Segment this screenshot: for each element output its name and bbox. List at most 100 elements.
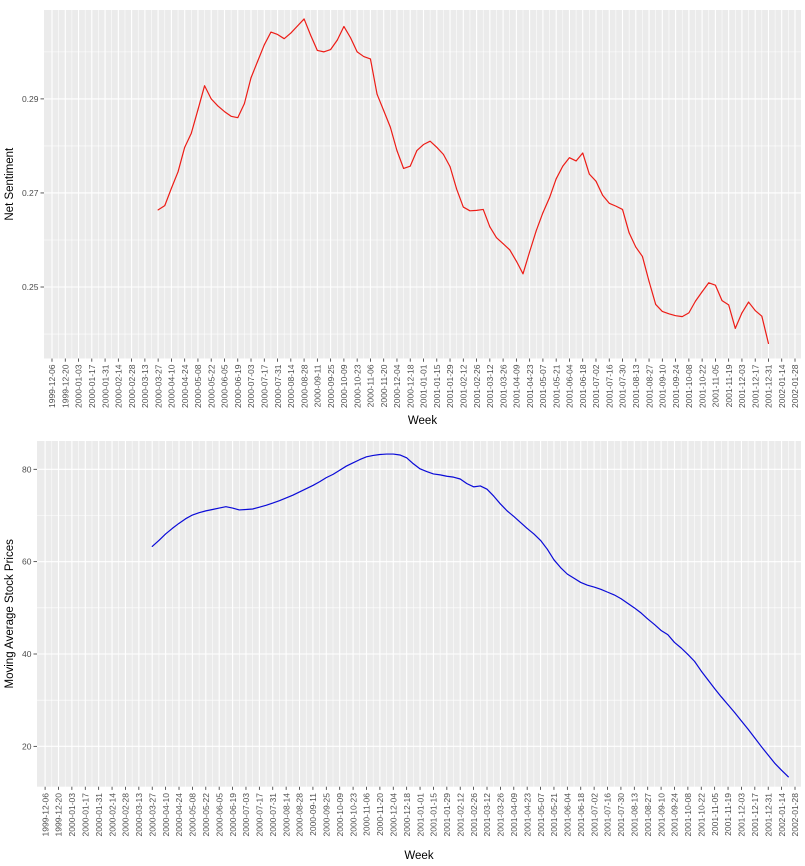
x-tick-label: 2000-01-03 [74,364,84,408]
x-tick-label: 2000-12-04 [392,364,402,408]
x-tick-label: 2001-03-12 [482,793,492,837]
x-tick-label: 2001-07-16 [603,793,613,837]
x-tick-label: 2000-01-31 [94,793,104,837]
x-tick-label: 2000-10-09 [339,364,349,408]
x-tick-label: 2000-08-28 [295,793,305,837]
x-tick-label: 2001-11-05 [711,364,721,407]
x-tick-label: 2001-09-24 [670,793,680,837]
x-tick-label: 2000-10-09 [335,793,345,837]
x-tick-label: 1999-12-06 [40,793,50,837]
x-tick-label: 2000-09-11 [313,364,323,407]
x-tick-label: 2000-12-18 [402,793,412,837]
x-tick-label: 2000-07-03 [241,793,251,837]
x-tick-label: 2001-04-09 [509,793,519,837]
x-tick-label: 2001-06-18 [578,364,588,408]
x-tick-label: 2001-02-26 [469,793,479,837]
x-tick-label: 2001-11-19 [723,793,733,836]
x-tick-label: 2001-04-23 [522,793,532,837]
x-tick-label: 2000-06-19 [228,793,238,837]
x-tick-label: 2000-03-27 [153,364,163,408]
panel: 1999-12-06 1999-12-20 2000-01-03 2000-01-17… [22,441,801,836]
x-tick-label: 2001-07-30 [616,793,626,837]
x-tick-label: 2000-01-03 [67,793,77,837]
x-tick-label: 2001-01-15 [432,364,442,408]
net-sentiment-line [157,18,770,345]
x-tick-label: 2001-01-29 [442,793,452,837]
major-gridlines [37,441,801,787]
y-axis-title-net-sentiment: Net Sentiment [4,147,16,221]
y-tick-label: 0.25 [22,282,39,292]
x-tick-label: 2000-05-08 [193,364,203,408]
stock-prices-chart: 1999-12-06 1999-12-20 2000-01-03 2000-01-17… [4,441,801,862]
x-tick-label: 2001-08-13 [631,364,641,408]
x-tick-label: 2001-10-08 [683,793,693,837]
x-tick-label: 2001-08-13 [630,793,640,837]
x-tick-label: 2000-01-17 [87,364,97,408]
minor-gridlines [44,10,801,359]
x-tick-label: 2000-07-17 [259,364,269,408]
x-tick-label: 2000-06-19 [233,364,243,408]
x-tick-label: 2000-07-31 [268,793,278,837]
x-tick-label: 2001-07-30 [618,364,628,408]
x-tick-label: 2000-12-04 [388,793,398,837]
x-tick-label: 2001-09-10 [656,793,666,837]
x-tick-label: 2001-11-05 [710,793,720,836]
x-tick-label: 2001-12-17 [750,793,760,837]
x-tick-label: 2001-01-15 [429,793,439,837]
axis-tick-labels: 1999-12-06 1999-12-20 2000-01-03 2000-01-17… [22,464,800,836]
x-tick-label: 2000-02-28 [127,364,137,408]
x-tick-label: 2001-12-31 [763,793,773,837]
net-sentiment-chart: 1999-12-06 1999-12-20 2000-01-03 2000-01-17… [4,10,801,427]
y-tick-label: 20 [22,741,32,751]
x-tick-label: 2001-07-02 [589,793,599,837]
x-tick-label: 2001-05-07 [536,793,546,837]
axis-tick-labels: 1999-12-06 1999-12-20 2000-01-03 2000-01-17… [22,94,800,408]
x-tick-label: 2000-11-20 [379,364,389,407]
x-tick-label: 2001-09-10 [658,364,668,408]
x-tick-label: 2001-11-19 [724,364,734,407]
x-tick-label: 2000-03-13 [140,364,150,408]
x-tick-label: 2001-12-31 [764,364,774,408]
x-tick-label: 2000-09-25 [322,793,332,837]
x-tick-label: 2001-08-27 [643,793,653,837]
x-tick-label: 2001-04-23 [525,364,535,408]
y-tick-label: 0.27 [22,188,39,198]
x-tick-label: 2000-06-05 [220,364,230,408]
x-tick-label: 2000-07-31 [273,364,283,408]
x-tick-label: 1999-12-20 [60,364,70,408]
x-tick-label: 2000-10-23 [352,364,362,408]
x-tick-label: 2001-05-07 [538,364,548,408]
x-tick-label: 2001-06-04 [563,793,573,837]
x-tick-label: 1999-12-20 [54,793,64,837]
x-tick-label: 2000-04-24 [180,364,190,408]
x-tick-label: 1999-12-06 [47,364,57,408]
x-tick-label: 2000-08-14 [281,793,291,837]
x-tick-label: 2001-05-21 [549,793,559,837]
x-tick-label: 2000-05-22 [201,793,211,837]
minor-gridlines [37,441,801,787]
x-tick-label: 2000-01-17 [80,793,90,837]
x-tick-label: 2000-05-08 [188,793,198,837]
x-tick-label: 2001-04-09 [512,364,522,408]
x-tick-label: 2000-04-10 [167,364,177,408]
x-tick-label: 2000-02-14 [114,364,124,408]
x-axis-title-week-top: Week [408,415,437,427]
x-tick-label: 2000-05-22 [206,364,216,408]
x-axis-title-week-bottom: Week [404,850,433,862]
x-tick-label: 2001-12-03 [737,364,747,408]
x-tick-label: 2001-03-26 [498,364,508,408]
x-tick-label: 2002-01-14 [777,364,787,408]
x-tick-label: 2000-12-18 [405,364,415,408]
x-tick-label: 2001-02-12 [459,364,469,408]
panel-background [37,441,801,787]
x-tick-label: 2001-05-21 [551,364,561,408]
x-tick-label: 2000-08-28 [299,364,309,408]
x-tick-label: 2000-07-03 [246,364,256,408]
x-tick-label: 2001-03-12 [485,364,495,408]
x-tick-label: 2000-11-20 [375,793,385,836]
x-tick-label: 2001-01-29 [445,364,455,408]
x-tick-label: 2000-08-14 [286,364,296,408]
x-tick-label: 2002-01-28 [790,364,800,408]
